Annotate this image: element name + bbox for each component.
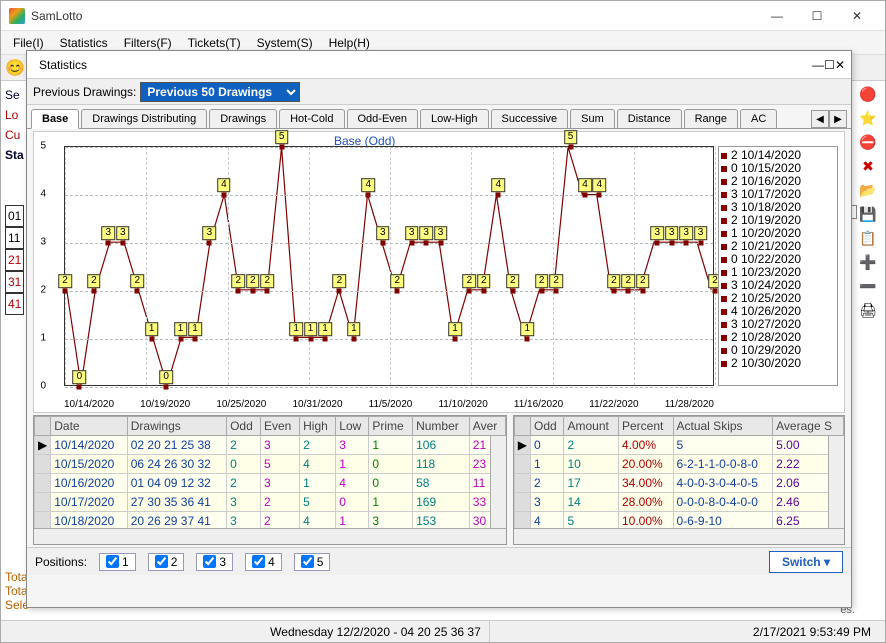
position-1[interactable]: 1	[99, 553, 136, 571]
tab-drawings[interactable]: Drawings	[209, 109, 277, 128]
tab-distance[interactable]: Distance	[617, 109, 682, 128]
chart-area: Base (Odd) 012345 2023321011342225111214…	[33, 131, 845, 413]
tab-base[interactable]: Base	[31, 109, 79, 129]
position-2-checkbox[interactable]	[155, 555, 168, 568]
left-panel-strip: Se Lo Cu Sta 01 11 21 31 41	[5, 85, 24, 315]
position-3[interactable]: 3	[196, 553, 233, 571]
toolbar-icon[interactable]: 😊	[5, 58, 25, 78]
statusbar: Wednesday 12/2/2020 - 04 20 25 36 37 2/1…	[1, 620, 885, 642]
table-right-vscroll[interactable]	[828, 436, 844, 528]
positions-row: Positions: 1 2 3 4 5 Switch ▾	[27, 547, 851, 575]
table-right: OddAmountPercentActual SkipsAverage S▶02…	[513, 415, 845, 545]
table-left: DateDrawingsOddEvenHighLowPrimeNumberAve…	[33, 415, 507, 545]
tab-scroll-right[interactable]: ▶	[829, 110, 847, 128]
chart-line	[65, 147, 713, 385]
stats-title: Statistics	[39, 58, 812, 72]
table-right-hscroll[interactable]	[514, 528, 844, 544]
minimize-button[interactable]: —	[757, 2, 797, 30]
tabs-row: Base Drawings Distributing Drawings Hot-…	[27, 105, 851, 129]
tab-lowhigh[interactable]: Low-High	[420, 109, 488, 128]
table-left-hscroll[interactable]	[34, 528, 506, 544]
stats-titlebar: Statistics — ☐ ✕	[27, 51, 851, 79]
stats-maximize-button[interactable]: ☐	[824, 58, 835, 72]
tab-scroll-left[interactable]: ◀	[811, 110, 829, 128]
position-4-checkbox[interactable]	[252, 555, 265, 568]
stats-close-button[interactable]: ✕	[835, 58, 845, 72]
position-4[interactable]: 4	[245, 553, 282, 571]
chart-legend: 2 10/14/20200 10/15/20202 10/16/20203 10…	[718, 146, 838, 386]
position-3-checkbox[interactable]	[203, 555, 216, 568]
status-right: 2/17/2021 9:53:49 PM	[745, 621, 879, 642]
switch-button[interactable]: Switch ▾	[769, 551, 843, 573]
tab-oddeven[interactable]: Odd-Even	[347, 109, 419, 128]
param-row: Previous Drawings: Previous 50 Drawings	[27, 79, 851, 105]
previous-drawings-select[interactable]: Previous 50 Drawings	[140, 82, 300, 102]
position-5-checkbox[interactable]	[301, 555, 314, 568]
tab-hotcold[interactable]: Hot-Cold	[279, 109, 344, 128]
status-center: Wednesday 12/2/2020 - 04 20 25 36 37	[262, 621, 490, 642]
table-left-vscroll[interactable]	[490, 436, 506, 528]
print2-icon[interactable]: 🖨	[859, 301, 877, 319]
tab-drawings-dist[interactable]: Drawings Distributing	[81, 109, 207, 128]
maximize-button[interactable]: ☐	[797, 2, 837, 30]
position-2[interactable]: 2	[148, 553, 185, 571]
remove-icon[interactable]: ➖	[859, 277, 877, 295]
stop-icon[interactable]: ⛔	[859, 133, 877, 151]
tables-row: DateDrawingsOddEvenHighLowPrimeNumberAve…	[33, 415, 845, 545]
balls-icon[interactable]: 🔴	[859, 85, 877, 103]
x-axis: 10/14/202010/19/202010/25/202010/31/2020…	[64, 399, 714, 410]
star-icon[interactable]: ⭐	[859, 109, 877, 127]
tab-sum[interactable]: Sum	[570, 109, 615, 128]
param-label: Previous Drawings:	[33, 85, 136, 99]
chart-plot: 2023321011342225111214323331224212254422…	[64, 146, 714, 386]
tab-successive[interactable]: Successive	[491, 109, 569, 128]
statistics-window: Statistics — ☐ ✕ Previous Drawings: Prev…	[26, 50, 852, 608]
main-titlebar: SamLotto — ☐ ✕	[1, 1, 885, 31]
delete-icon[interactable]: ✖	[859, 157, 877, 175]
positions-label: Positions:	[35, 555, 87, 569]
copy-icon[interactable]: 📋	[859, 229, 877, 247]
position-5[interactable]: 5	[294, 553, 331, 571]
folder-icon[interactable]: 📂	[859, 181, 877, 199]
position-1-checkbox[interactable]	[106, 555, 119, 568]
app-title: SamLotto	[31, 9, 757, 23]
stats-minimize-button[interactable]: —	[812, 58, 824, 72]
tab-ac[interactable]: AC	[740, 109, 777, 128]
close-button[interactable]: ✕	[837, 2, 877, 30]
tab-scroll: ◀ ▶	[811, 110, 847, 128]
save2-icon[interactable]: 💾	[859, 205, 877, 223]
add-icon[interactable]: ➕	[859, 253, 877, 271]
app-icon	[9, 8, 25, 24]
tab-range[interactable]: Range	[684, 109, 738, 128]
side-toolbar-2: 🔴 ⭐ ⛔ ✖ 📂 💾 📋 ➕ ➖ 🖨	[859, 85, 881, 319]
